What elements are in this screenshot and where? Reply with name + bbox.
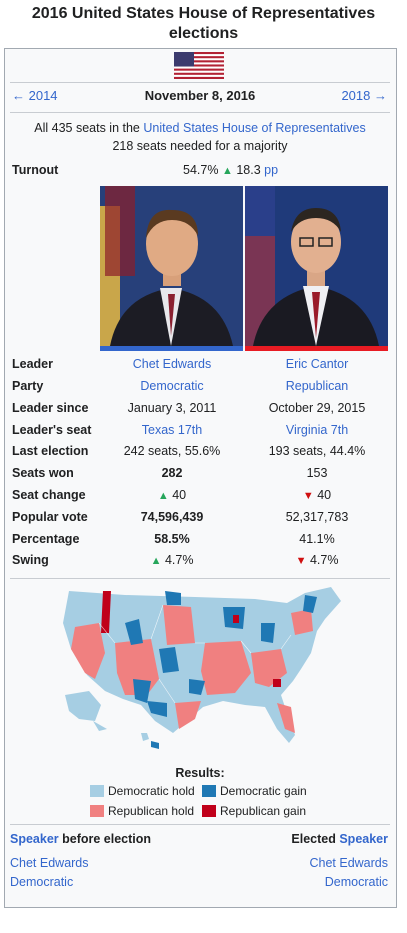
row-value-left: 58.5% (154, 532, 190, 546)
speaker-before-party-link[interactable]: Democratic (10, 875, 74, 889)
row-value-right: 41.1% (299, 532, 335, 546)
legend-title: Results: (175, 766, 225, 780)
row-label: Leader (12, 357, 53, 371)
turnout-change: 18.3 (236, 163, 261, 177)
row-label: Seats won (12, 466, 74, 480)
row-value-left: ▲ 4.7% (100, 553, 244, 567)
row-label: Leader's seat (12, 423, 92, 437)
increase-arrow-icon: ▲ (221, 165, 233, 177)
divider (10, 82, 390, 83)
divider (10, 824, 390, 825)
speaker-elected-text: Elected (291, 832, 340, 846)
row-value-right: 193 seats, 44.4% (268, 444, 366, 458)
decrease-arrow-icon: ▼ (302, 490, 314, 502)
legend-swatch-rep-hold (90, 805, 104, 817)
row-value-left: 74,596,439 (140, 510, 204, 524)
speaker-before-text: before election (58, 832, 152, 846)
row-value-right: October 29, 2015 (268, 401, 366, 415)
legend-swatch-dem-gain (202, 785, 216, 797)
percentage-point-link[interactable]: pp (264, 163, 279, 177)
decrease-arrow-icon: ▼ (295, 555, 307, 567)
leader-photo-republican (245, 186, 388, 346)
speaker-before-heading: Speaker before election (10, 832, 151, 846)
seats-summary: All 435 seats in the United States House… (10, 121, 390, 135)
divider (10, 112, 390, 113)
row-value-right: 153 (306, 466, 328, 480)
legend-label: Republican gain (220, 804, 307, 818)
row-label: Percentage (12, 532, 80, 546)
row-label: Last election (12, 444, 89, 458)
legend-label: Democratic gain (220, 784, 307, 798)
row-label: Party (12, 379, 44, 393)
portrait-icon (100, 186, 243, 346)
results-map[interactable] (55, 583, 347, 758)
next-election-link[interactable]: 2018 → (341, 88, 387, 103)
seat-change-left: 40 (172, 488, 187, 502)
legend-swatch-rep-gain (202, 805, 216, 817)
swing-right: 4.7% (309, 553, 339, 567)
row-value-right: ▼ 4.7% (245, 553, 389, 567)
election-date: November 8, 2016 (144, 88, 256, 103)
democratic-color-bar (100, 346, 243, 351)
title-line-2: elections (168, 25, 239, 42)
republican-party-link[interactable]: Republican (285, 379, 349, 393)
speaker-elected-heading: Elected Speaker (291, 832, 388, 846)
prev-election-link[interactable]: ← 2014 (12, 88, 58, 103)
democratic-leader-link[interactable]: Chet Edwards (132, 357, 212, 371)
row-label: Seat change (12, 488, 86, 502)
house-link[interactable]: United States House of Representatives (143, 121, 366, 135)
portrait-icon (245, 186, 388, 346)
turnout-value: 54.7% ▲ 18.3 pp (140, 163, 340, 177)
democratic-party-link[interactable]: Democratic (140, 379, 204, 393)
increase-arrow-icon: ▲ (150, 555, 162, 567)
legend-swatch-dem-hold (90, 785, 104, 797)
legend-label: Democratic hold (108, 784, 195, 798)
increase-arrow-icon: ▲ (157, 490, 169, 502)
row-label: Popular vote (12, 510, 88, 524)
turnout-percent: 54.7% (183, 163, 219, 177)
title-line-1: 2016 United States House of Representati… (31, 5, 376, 22)
turnout-label: Turnout (12, 163, 59, 177)
speaker-elected-party-link[interactable]: Democratic (324, 875, 388, 889)
republican-leader-link[interactable]: Eric Cantor (285, 357, 349, 371)
majority-text: 218 seats needed for a majority (112, 139, 288, 153)
legend-label: Republican hold (108, 804, 195, 818)
republican-color-bar (245, 346, 388, 351)
row-value-right: ▼ 40 (245, 488, 389, 502)
divider (10, 578, 390, 579)
swing-left: 4.7% (164, 553, 194, 567)
infobox-title: 2016 United States House of Representati… (0, 4, 407, 44)
leader-photo-democratic (100, 186, 243, 346)
us-flag-icon (174, 52, 224, 79)
speaker-elected-name-link[interactable]: Chet Edwards (309, 856, 388, 870)
row-value-left: 282 (161, 466, 183, 480)
row-value-right: 52,317,783 (285, 510, 349, 524)
summary-text: All 435 seats in the (34, 121, 144, 135)
row-value-left: ▲ 40 (100, 488, 244, 502)
speaker-before-name-link[interactable]: Chet Edwards (10, 856, 89, 870)
row-label: Swing (12, 553, 49, 567)
democratic-seat-link[interactable]: Texas 17th (141, 423, 203, 437)
speaker-link[interactable]: Speaker (339, 832, 388, 846)
republican-seat-link[interactable]: Virginia 7th (285, 423, 349, 437)
row-value-left: 242 seats, 55.6% (123, 444, 221, 458)
seat-change-right: 40 (317, 488, 332, 502)
speaker-link[interactable]: Speaker (10, 832, 59, 846)
row-label: Leader since (12, 401, 89, 415)
row-value-left: January 3, 2011 (127, 401, 217, 415)
